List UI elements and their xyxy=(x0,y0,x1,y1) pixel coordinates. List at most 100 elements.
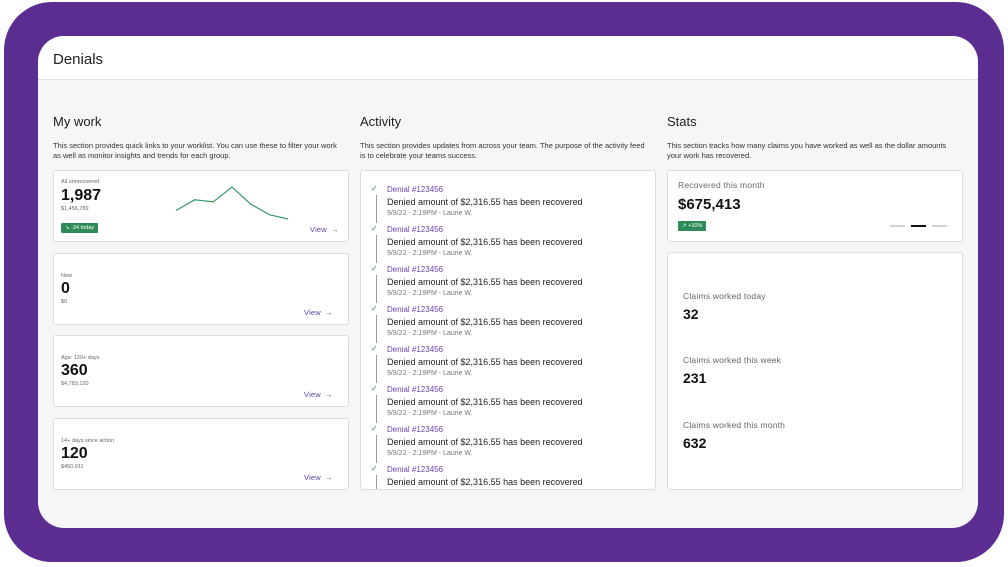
denial-link[interactable]: Denial #123456 xyxy=(387,185,444,194)
check-icon: ✓ xyxy=(371,384,378,393)
view-link[interactable]: View → xyxy=(304,308,333,317)
claims-week-value: 231 xyxy=(683,370,707,386)
activity-section: Activity This section provides updates f… xyxy=(360,114,652,161)
activity-item: ✓ Denial #123456 Denied amount of $2,316… xyxy=(361,343,651,383)
check-icon: ✓ xyxy=(371,224,378,233)
denial-link[interactable]: Denial #123456 xyxy=(387,225,444,234)
timeline-line xyxy=(376,315,377,343)
sparkline-line xyxy=(175,186,289,220)
denial-link[interactable]: Denial #123456 xyxy=(387,345,444,354)
activity-text: Denied amount of $2,316.55 has been reco… xyxy=(387,477,583,487)
activity-meta: 9/8/22 - 2:19PM - Laurie W. xyxy=(387,210,473,217)
view-label: View xyxy=(304,473,321,482)
view-link[interactable]: View → xyxy=(304,473,333,482)
card-count: 360 xyxy=(61,362,88,379)
recovered-value: $675,413 xyxy=(678,196,741,213)
denial-link[interactable]: Denial #123456 xyxy=(387,265,444,274)
denial-link[interactable]: Denial #123456 xyxy=(387,465,444,474)
card-count: 0 xyxy=(61,280,70,297)
check-icon: ✓ xyxy=(371,344,378,353)
timeline-line xyxy=(376,195,377,223)
claims-month-label: Claims worked this month xyxy=(683,420,786,430)
check-icon: ✓ xyxy=(371,424,378,433)
arrow-right-icon: → xyxy=(324,473,333,482)
carousel-dot-active[interactable] xyxy=(911,225,926,227)
activity-item: ✓ Denial #123456 Denied amount of $2,316… xyxy=(361,463,651,489)
activity-meta: 9/8/22 - 2:19PM - Laurie W. xyxy=(387,330,473,337)
my-work-title: My work xyxy=(53,114,102,129)
arrow-right-icon: → xyxy=(324,390,333,399)
trend-badge-text: +10% xyxy=(688,223,703,229)
header-bar: Denials xyxy=(38,36,978,80)
activity-text: Denied amount of $2,316.55 has been reco… xyxy=(387,437,583,447)
activity-item: ✓ Denial #123456 Denied amount of $2,316… xyxy=(361,183,651,223)
my-work-description: This section provides quick links to you… xyxy=(53,141,337,160)
card-label: Age: 120+ days xyxy=(61,355,100,361)
worklist-card-all-unrecovered[interactable]: All unrecovered 1,987 $1,456,789 ↘ -24 t… xyxy=(53,170,349,242)
timeline-line xyxy=(376,475,377,489)
activity-text: Denied amount of $2,316.55 has been reco… xyxy=(387,237,583,247)
claims-today-value: 32 xyxy=(683,306,699,322)
timeline-line xyxy=(376,355,377,383)
timeline-line xyxy=(376,435,377,463)
denial-link[interactable]: Denial #123456 xyxy=(387,425,444,434)
card-amount: $0 xyxy=(61,299,68,305)
check-icon: ✓ xyxy=(371,264,378,273)
claims-card: Claims worked today 32 Claims worked thi… xyxy=(667,252,963,490)
trend-badge: ↗ +10% xyxy=(678,221,707,231)
worklist-card-new[interactable]: New 0 $0 View → xyxy=(53,253,349,325)
carousel-dots xyxy=(890,225,950,228)
claims-today-label: Claims worked today xyxy=(683,291,766,301)
activity-item: ✓ Denial #123456 Denied amount of $2,316… xyxy=(361,303,651,343)
trend-badge-text: -24 today xyxy=(71,225,95,231)
trend-up-icon: ↗ xyxy=(682,223,687,229)
view-link[interactable]: View → xyxy=(310,225,339,234)
worklist-card-14-days[interactable]: 14+ days since action 120 $450,911 View → xyxy=(53,418,349,490)
check-icon: ✓ xyxy=(371,184,378,193)
view-link[interactable]: View → xyxy=(304,390,333,399)
timeline-line xyxy=(376,235,377,263)
activity-feed[interactable]: ✓ Denial #123456 Denied amount of $2,316… xyxy=(360,170,656,490)
denial-link[interactable]: Denial #123456 xyxy=(387,305,444,314)
denial-link[interactable]: Denial #123456 xyxy=(387,385,444,394)
activity-text: Denied amount of $2,316.55 has been reco… xyxy=(387,357,583,367)
card-amount: $4,783,120 xyxy=(61,381,89,387)
activity-text: Denied amount of $2,316.55 has been reco… xyxy=(387,317,583,327)
activity-meta: 9/8/22 - 2:19PM - Laurie W. xyxy=(387,450,473,457)
activity-meta: 9/8/22 - 2:19PM - Laurie W. xyxy=(387,410,473,417)
activity-item: ✓ Denial #123456 Denied amount of $2,316… xyxy=(361,263,651,303)
card-label: All unrecovered xyxy=(61,179,100,185)
card-amount: $450,911 xyxy=(61,464,84,470)
check-icon: ✓ xyxy=(371,304,378,313)
timeline-line xyxy=(376,275,377,303)
arrow-right-icon: → xyxy=(330,225,339,234)
worklist-card-age-120[interactable]: Age: 120+ days 360 $4,783,120 View → xyxy=(53,335,349,407)
arrow-right-icon: → xyxy=(324,308,333,317)
activity-meta: 9/8/22 - 2:19PM - Laurie W. xyxy=(387,370,473,377)
stats-section: Stats This section tracks how many claim… xyxy=(667,114,959,161)
activity-item: ✓ Denial #123456 Denied amount of $2,316… xyxy=(361,223,651,263)
activity-text: Denied amount of $2,316.55 has been reco… xyxy=(387,277,583,287)
recovered-label: Recovered this month xyxy=(678,180,765,190)
carousel-dot[interactable] xyxy=(890,225,905,227)
view-label: View xyxy=(304,390,321,399)
activity-text: Denied amount of $2,316.55 has been reco… xyxy=(387,197,583,207)
check-icon: ✓ xyxy=(371,464,378,473)
activity-text: Denied amount of $2,316.55 has been reco… xyxy=(387,397,583,407)
activity-description: This section provides updates from acros… xyxy=(360,141,645,160)
recovered-card: Recovered this month $675,413 ↗ +10% xyxy=(667,170,963,242)
carousel-dot[interactable] xyxy=(932,225,947,227)
activity-meta: 9/8/22 - 2:19PM - Laurie W. xyxy=(387,250,473,257)
sparkline-chart xyxy=(175,186,289,220)
activity-meta: 9/8/22 - 2:19PM - Laurie W. xyxy=(387,290,473,297)
stats-description: This section tracks how many claims you … xyxy=(667,141,947,160)
activity-item: ✓ Denial #123456 Denied amount of $2,316… xyxy=(361,423,651,463)
page-title: Denials xyxy=(53,51,104,68)
card-label: 14+ days since action xyxy=(61,438,115,444)
claims-month-value: 632 xyxy=(683,435,707,451)
activity-item: ✓ Denial #123456 Denied amount of $2,316… xyxy=(361,383,651,423)
claims-week-label: Claims worked this week xyxy=(683,355,782,365)
app-screen: Denials My work This section provides qu… xyxy=(38,36,978,528)
trend-down-icon: ↘ xyxy=(65,225,70,231)
device-frame: Denials My work This section provides qu… xyxy=(4,2,1004,562)
